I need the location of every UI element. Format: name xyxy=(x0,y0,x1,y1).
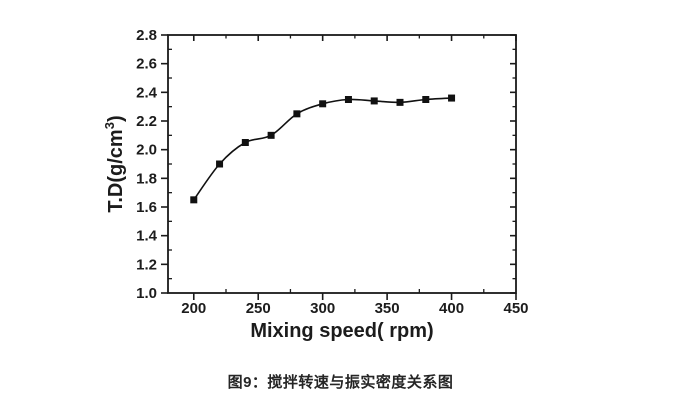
data-point-marker xyxy=(319,100,327,108)
data-point-marker xyxy=(448,94,456,102)
data-point-marker xyxy=(396,98,404,106)
x-tick-label: 300 xyxy=(310,300,335,317)
mixing-speed-tap-density-chart: 200 250 300 350 400 450 1.0 1.2 1.4 1.6 1.8 2.0 2.2 2… xyxy=(102,27,529,342)
y-tick-label: 1.2 xyxy=(136,256,157,273)
x-tick-label: 250 xyxy=(246,300,271,317)
data-point-marker xyxy=(422,96,430,103)
x-tick-label: 200 xyxy=(181,300,206,317)
data-point-marker xyxy=(241,139,249,146)
y-tick-label: 1.0 xyxy=(136,285,157,302)
y-tick-label: 2.0 xyxy=(136,142,157,159)
y-axis-title: T.D(g/cm3) xyxy=(102,115,127,212)
y-tick-label: 2.4 xyxy=(136,84,158,101)
data-point-marker xyxy=(216,160,224,168)
x-tick-label: 400 xyxy=(439,300,464,317)
x-tick-label: 350 xyxy=(375,300,400,317)
y-tick-label: 2.6 xyxy=(136,56,157,73)
figure-caption: 图9：搅拌转速与振实密度关系图 xyxy=(227,374,454,391)
data-point-marker xyxy=(267,131,275,139)
y-tick-label: 1.6 xyxy=(136,199,157,216)
y-tick-label: 2.2 xyxy=(136,113,157,130)
x-axis-title: Mixing speed( rpm) xyxy=(250,320,433,342)
y-tick-label: 1.4 xyxy=(136,228,158,245)
x-tick-label: 450 xyxy=(503,300,528,317)
y-tick-label: 2.8 xyxy=(136,27,157,44)
data-point-marker xyxy=(370,97,378,105)
data-point-marker xyxy=(190,196,198,204)
data-point-marker xyxy=(293,110,301,118)
data-line xyxy=(193,97,452,201)
y-tick-label: 1.8 xyxy=(136,170,157,187)
data-point-marker xyxy=(344,96,352,103)
